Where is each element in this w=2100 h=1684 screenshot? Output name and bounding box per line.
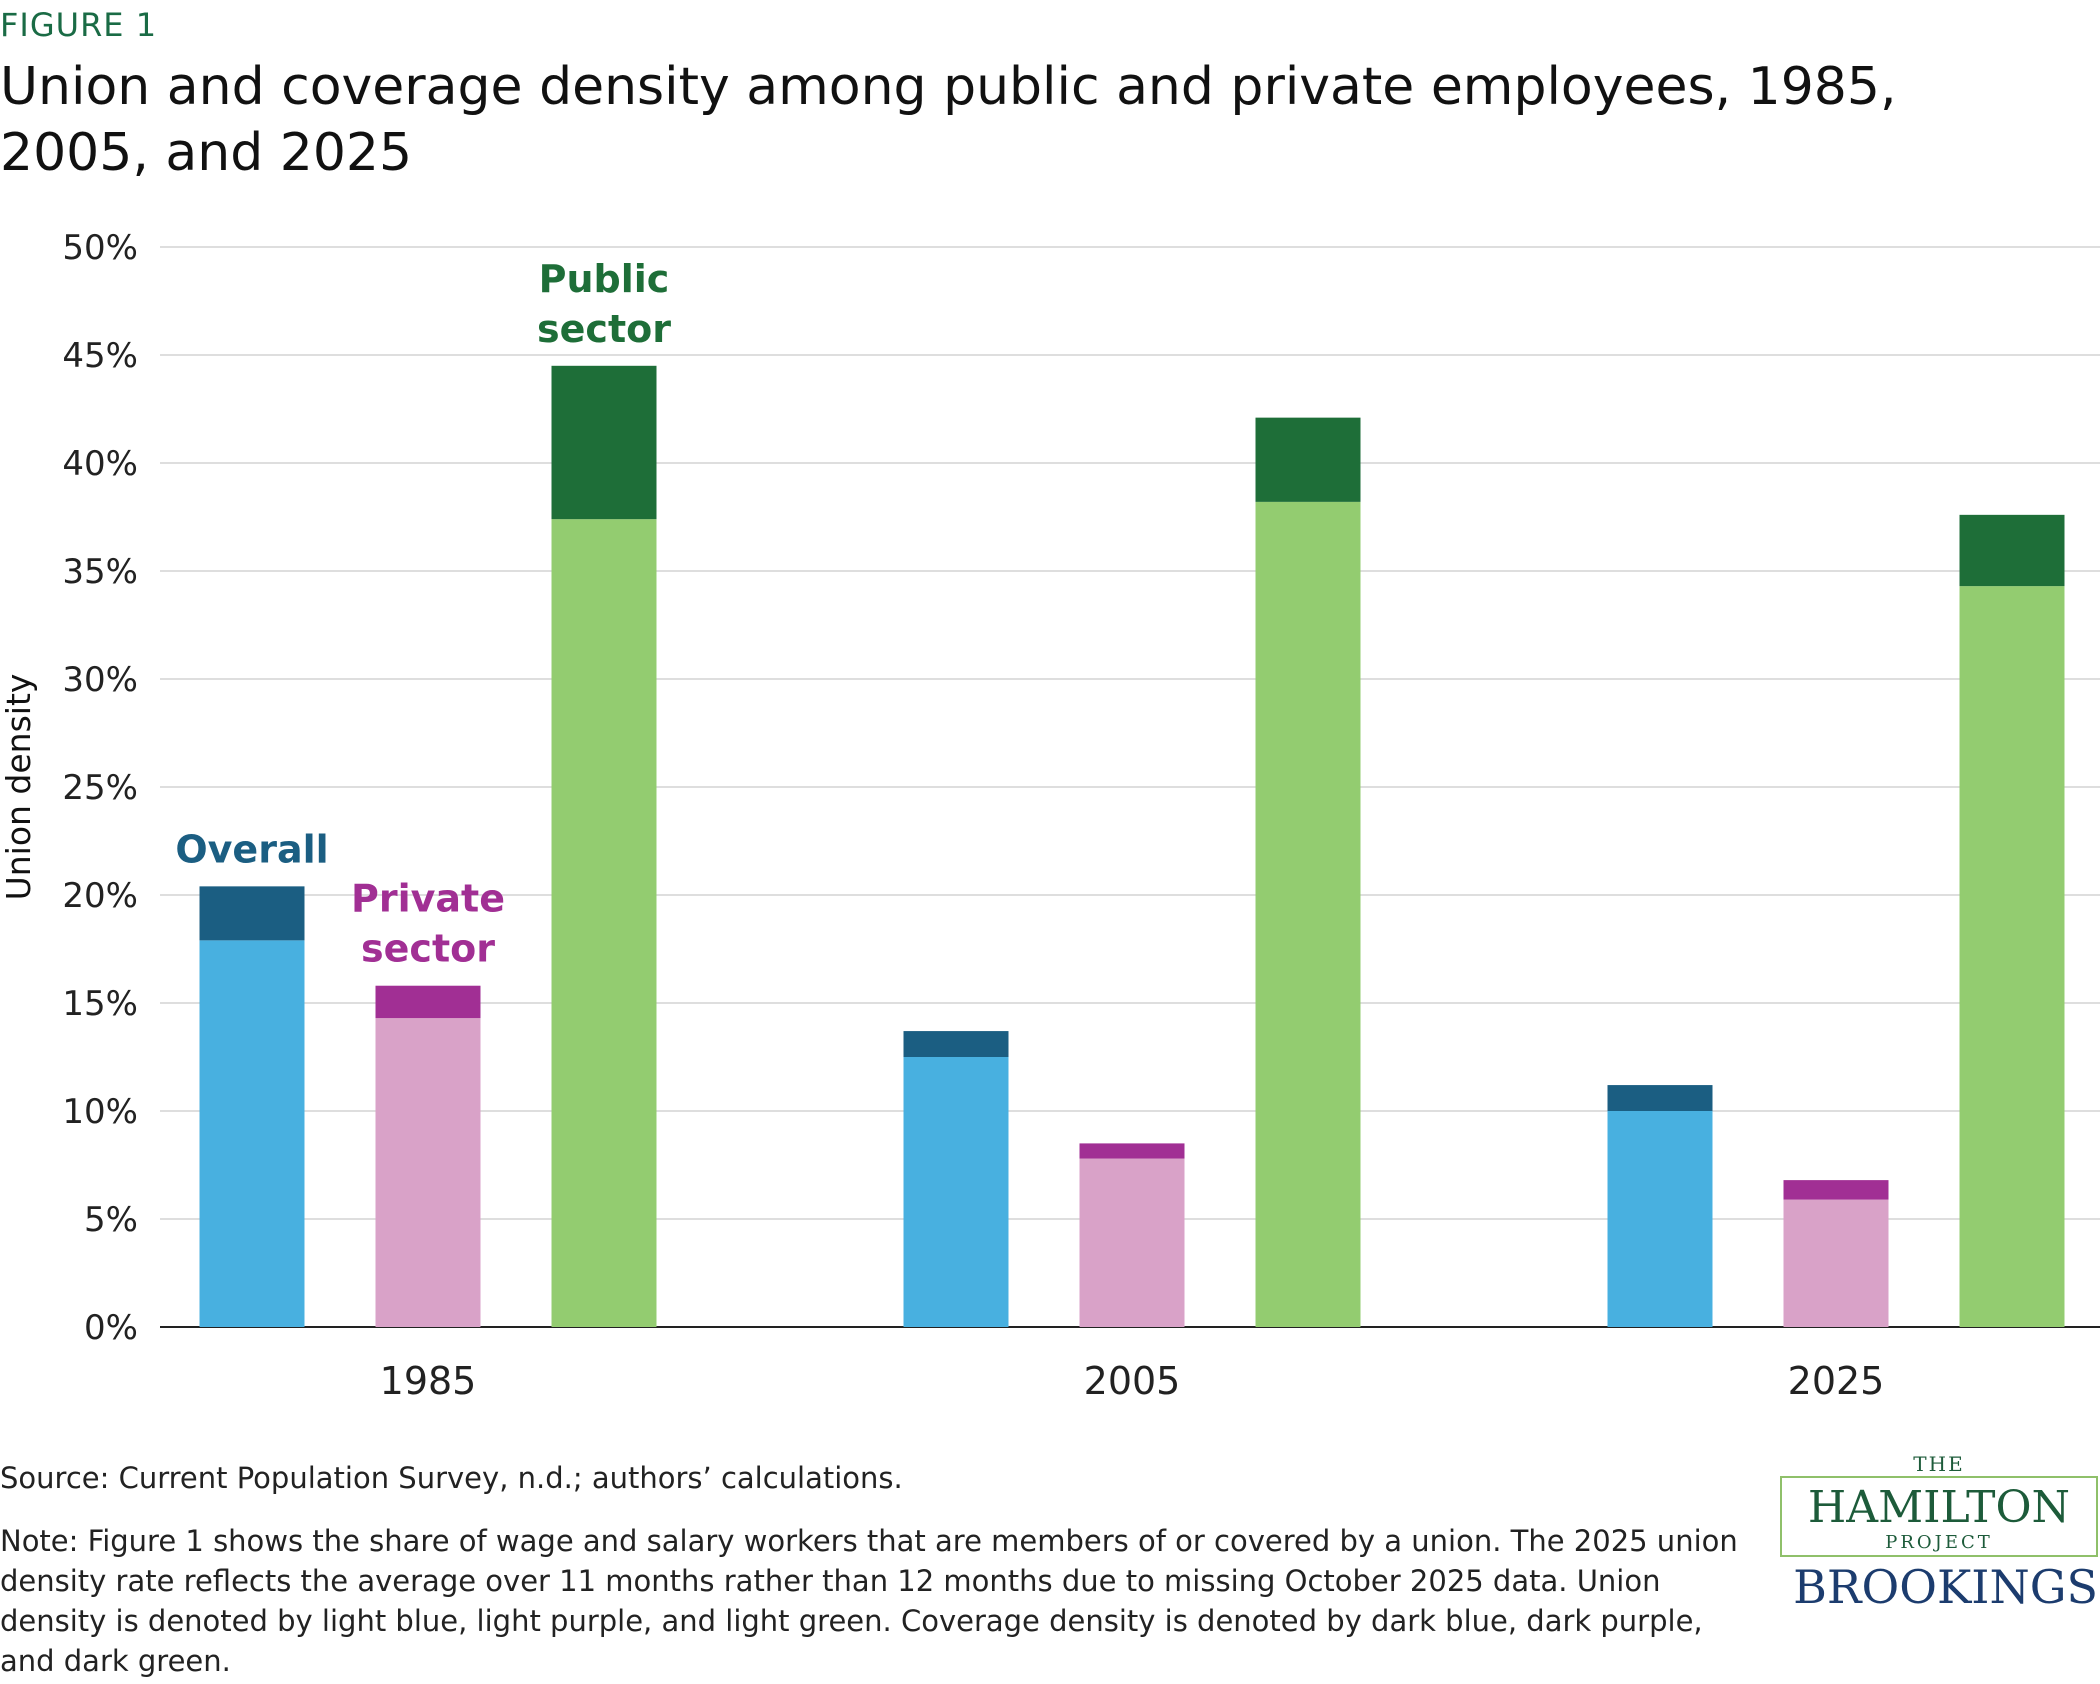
hamilton-logo-project: PROJECT <box>1885 1532 1993 1553</box>
bar-coverage-private-sector-1985 <box>375 985 481 1019</box>
x-tick-label: 2025 <box>1788 1359 1885 1403</box>
bar-coverage-public-sector-1985 <box>551 365 657 520</box>
source-note: Source: Current Population Survey, n.d.;… <box>0 1461 903 1495</box>
bar-coverage-public-sector-2005 <box>1255 417 1361 502</box>
bar-coverage-overall-2005 <box>903 1031 1009 1057</box>
bar-coverage-overall-2025 <box>1607 1085 1713 1111</box>
annotation-public-sector: sector <box>537 307 671 351</box>
y-tick-label: 25% <box>62 768 138 808</box>
y-tick-label: 30% <box>62 660 138 700</box>
y-axis-label: Union density <box>0 674 38 901</box>
bar-union-private-sector-2025 <box>1783 1199 1889 1327</box>
y-tick-label: 50% <box>62 228 138 268</box>
bar-union-overall-2005 <box>903 1057 1009 1327</box>
y-tick-label: 15% <box>62 984 138 1024</box>
x-tick-label: 2005 <box>1084 1359 1181 1403</box>
bar-coverage-private-sector-2005 <box>1079 1143 1185 1159</box>
y-tick-label: 40% <box>62 444 138 484</box>
y-tick-label: 35% <box>62 552 138 592</box>
y-tick-label: 0% <box>84 1308 138 1348</box>
y-tick-label: 10% <box>62 1092 138 1132</box>
y-tick-label: 20% <box>62 876 138 916</box>
hamilton-logo-name: HAMILTON <box>1807 1482 2071 1533</box>
y-tick-label: 45% <box>62 336 138 376</box>
y-axis-ticks: 0% 5% 10% 15% 20% 25% 30% 35% 40% 45% 50% <box>62 228 138 1348</box>
figure-label: FIGURE 1 <box>0 6 158 44</box>
hamilton-logo-the: THE <box>1913 1452 1965 1476</box>
bar-union-public-sector-2005 <box>1255 501 1361 1327</box>
bar-coverage-private-sector-2025 <box>1783 1180 1889 1200</box>
bar-union-overall-1985 <box>199 940 305 1327</box>
bar-coverage-overall-1985 <box>199 886 305 941</box>
bar-chart: 0% 5% 10% 15% 20% 25% 30% 35% 40% 45% 50% 1985 2005… <box>0 228 2100 1403</box>
chart-title: Union and coverage density among public … <box>0 57 1897 183</box>
bars <box>199 365 2065 1327</box>
x-tick-label: 1985 <box>380 1359 477 1403</box>
bar-union-public-sector-2025 <box>1959 586 2065 1327</box>
x-axis-ticks: 1985 2005 2025 <box>380 1359 1885 1403</box>
bar-coverage-public-sector-2025 <box>1959 514 2065 587</box>
annotation-private-sector: Private <box>351 877 505 921</box>
footnote: Note: Figure 1 shows the share of wage a… <box>0 1524 1738 1678</box>
bar-union-private-sector-1985 <box>375 1018 481 1327</box>
bar-union-public-sector-1985 <box>551 519 657 1327</box>
hamilton-logo: THE HAMILTON PROJECT <box>1780 1452 2098 1557</box>
annotation-private-sector: sector <box>361 927 495 971</box>
bar-union-overall-2025 <box>1607 1111 1713 1327</box>
y-tick-label: 5% <box>84 1200 138 1240</box>
annotation-public-sector: Public <box>539 257 670 301</box>
grid-lines <box>160 246 2100 1328</box>
series-annotations: Overall Private sector Public sector <box>175 257 671 971</box>
brookings-logo: BROOKINGS <box>1793 1560 2098 1614</box>
bar-union-private-sector-2005 <box>1079 1158 1185 1327</box>
hamilton-logo-box: HAMILTON PROJECT <box>1780 1476 2098 1557</box>
annotation-overall: Overall <box>175 827 328 871</box>
